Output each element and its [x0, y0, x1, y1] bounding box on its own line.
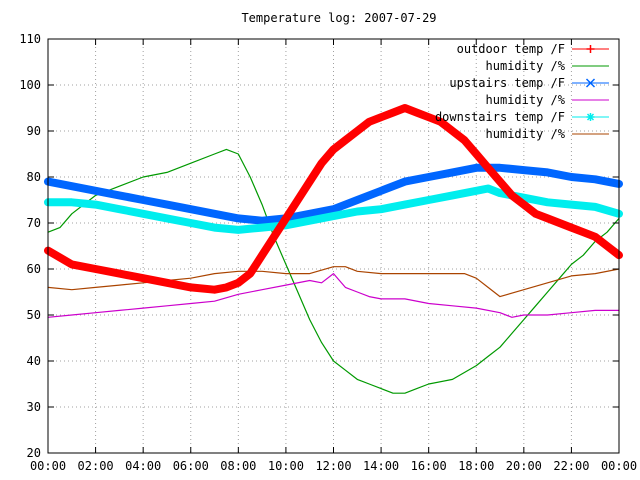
x-tick-label: 00:00: [601, 459, 637, 473]
series-line-0: [44, 104, 623, 294]
y-tick-label: 100: [19, 78, 41, 92]
legend-label: humidity /%: [486, 127, 566, 141]
axis-ticks: 20 30 40 50 60 70 80 90 100 110 00:00 02:00 04:00 06:…: [19, 32, 637, 473]
y-tick-label: 70: [27, 216, 41, 230]
y-tick-label: 30: [27, 400, 41, 414]
y-tick-label: 20: [27, 446, 41, 460]
legend-label: humidity /%: [486, 93, 566, 107]
legend-marker-star: [586, 113, 595, 121]
y-tick-label: 40: [27, 354, 41, 368]
y-tick-label: 90: [27, 124, 41, 138]
y-tick-label: 80: [27, 170, 41, 184]
grid: [48, 39, 619, 453]
legend: outdoor temp /F humidity /% upstairs temp …: [435, 42, 609, 141]
series-line-3: [47, 273, 620, 318]
x-tick-label: 02:00: [78, 459, 114, 473]
legend-marker-plus: [586, 45, 595, 53]
x-tick-label: 10:00: [268, 459, 304, 473]
series-line-1: [47, 148, 620, 394]
legend-label: upstairs temp /F: [449, 76, 565, 90]
legend-label: outdoor temp /F: [457, 42, 565, 56]
chart-title: Temperature log: 2007-07-29: [241, 11, 436, 25]
x-tick-label: 14:00: [363, 459, 399, 473]
x-tick-label: 22:00: [553, 459, 589, 473]
legend-label: humidity /%: [486, 59, 566, 73]
legend-label: downstairs temp /F: [435, 110, 565, 124]
x-tick-label: 16:00: [411, 459, 447, 473]
y-tick-label: 60: [27, 262, 41, 276]
legend-marker-x: [585, 78, 596, 88]
x-tick-label: 12:00: [315, 459, 351, 473]
x-tick-label: 08:00: [220, 459, 256, 473]
x-tick-label: 20:00: [506, 459, 542, 473]
x-tick-label: 18:00: [458, 459, 494, 473]
series-layer: [44, 104, 623, 394]
y-tick-label: 50: [27, 308, 41, 322]
x-tick-label: 00:00: [30, 459, 66, 473]
y-tick-label: 110: [19, 32, 41, 46]
x-tick-label: 06:00: [173, 459, 209, 473]
series-line-2: [44, 163, 623, 225]
x-tick-label: 04:00: [125, 459, 161, 473]
